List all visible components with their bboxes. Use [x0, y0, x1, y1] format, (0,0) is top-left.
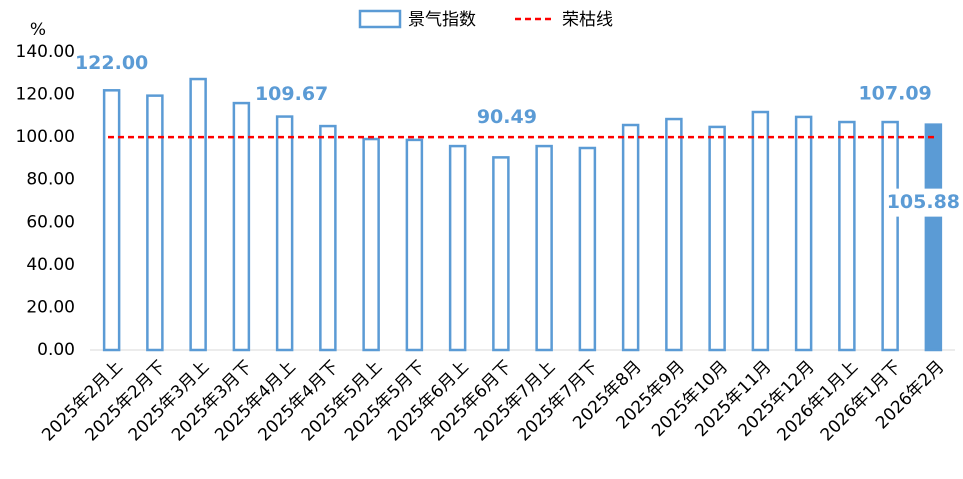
legend-label: 景气指数 — [408, 10, 476, 30]
bar — [146, 94, 164, 352]
bar — [535, 144, 553, 352]
bar — [924, 123, 943, 352]
value-label: 122.00 — [75, 52, 148, 74]
bar — [362, 137, 380, 352]
bar — [751, 110, 770, 352]
y-tick-label: 140.00 — [16, 42, 75, 62]
bar — [881, 120, 899, 352]
value-label: 105.88 — [887, 191, 960, 213]
value-label: 107.09 — [858, 83, 931, 105]
legend-label: 荣枯线 — [562, 10, 613, 30]
bar — [794, 115, 813, 352]
bar — [189, 77, 207, 352]
label-background — [887, 188, 960, 217]
bar — [275, 115, 294, 352]
bar — [665, 117, 683, 352]
y-tick-label: 20.00 — [26, 297, 75, 317]
value-label: 109.67 — [255, 83, 328, 105]
y-tick-label: 120.00 — [16, 85, 75, 105]
legend-swatch — [358, 9, 402, 29]
y-tick-label: 40.00 — [26, 255, 75, 275]
bar — [102, 89, 121, 352]
bar — [708, 125, 726, 352]
bar — [448, 144, 467, 352]
y-tick-label: 80.00 — [26, 170, 75, 190]
y-axis-unit: % — [30, 20, 46, 40]
bar — [319, 124, 337, 352]
value-label: 90.49 — [477, 106, 537, 128]
bar — [492, 156, 510, 352]
bar — [232, 101, 251, 352]
y-tick-label: 60.00 — [26, 212, 75, 232]
y-tick-label: 0.00 — [37, 340, 75, 360]
bar — [578, 146, 597, 352]
bar — [838, 120, 856, 352]
bar — [405, 138, 424, 352]
bar — [621, 123, 640, 352]
y-tick-label: 100.00 — [16, 127, 75, 147]
